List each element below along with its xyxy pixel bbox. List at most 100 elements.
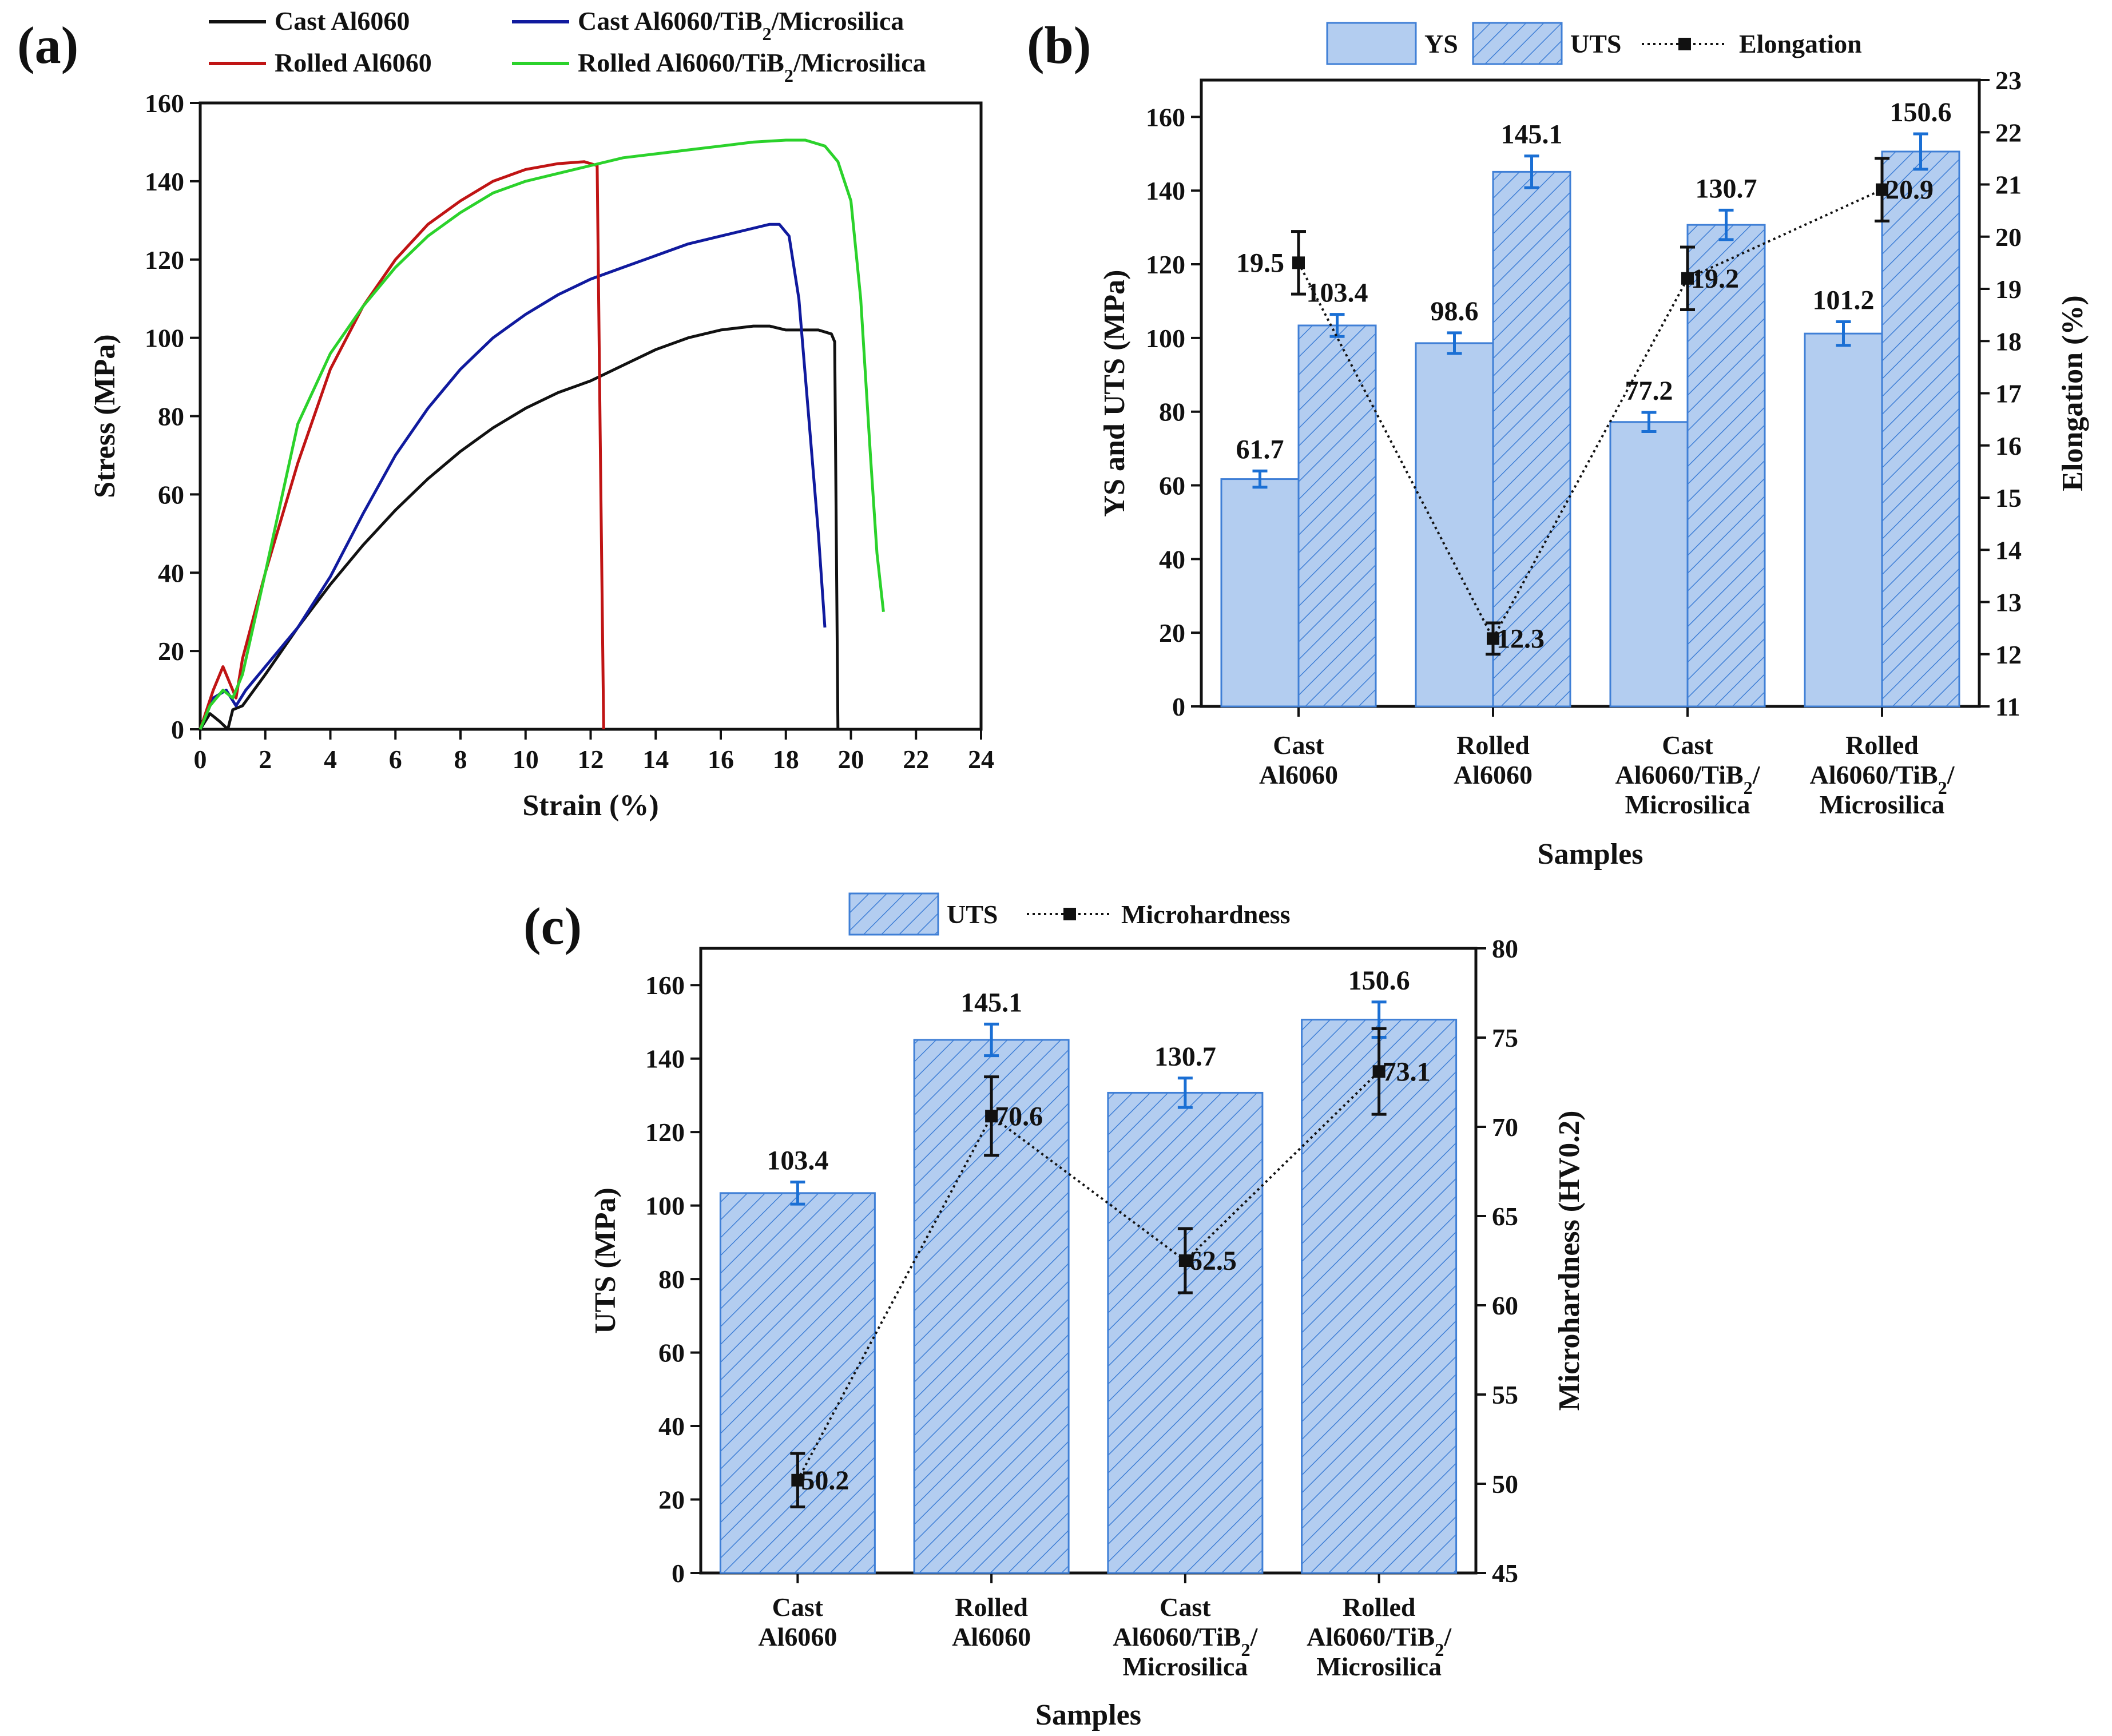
series-line (199, 223, 827, 730)
y-tick-label: 0 (171, 715, 184, 744)
y-tick-label: 60 (658, 1338, 685, 1368)
x-tick-label: 4 (324, 745, 337, 774)
y-tick-label: 80 (158, 402, 184, 431)
x-axis-title: Samples (1538, 838, 1643, 871)
y2-tick-label: 50 (1492, 1469, 1518, 1499)
elongation-point (1487, 632, 1499, 645)
y-tick-label: 40 (1159, 545, 1185, 574)
y-tick-label: 0 (1172, 692, 1185, 721)
legend-label: Cast Al6060/TiB2/Microsilica (578, 6, 904, 44)
uts-bar (1881, 150, 1960, 708)
category-label: Cast (1160, 1592, 1211, 1622)
y-tick-label: 20 (1159, 618, 1185, 647)
y-tick-label: 100 (145, 324, 184, 353)
uts-value-label: 145.1 (1501, 120, 1563, 150)
x-axis-title: Samples (1035, 1699, 1141, 1731)
y-tick-label: 20 (658, 1485, 685, 1515)
y-tick-label: 60 (1159, 471, 1185, 500)
y2-tick-label: 14 (1995, 535, 2022, 565)
uts-value-label: 103.4 (1307, 278, 1368, 308)
y2-tick-label: 75 (1492, 1023, 1518, 1052)
elongation-point (1876, 183, 1888, 196)
y-tick-label: 20 (158, 637, 184, 666)
y-tick-label: 60 (158, 480, 184, 509)
y-tick-label: 120 (145, 245, 184, 275)
microhardness-point (1372, 1065, 1385, 1078)
microhardness-point (985, 1110, 998, 1123)
y2-tick-label: 80 (1492, 934, 1518, 963)
legend-label: Microhardness (1121, 900, 1291, 929)
y-tick-label: 40 (158, 558, 184, 587)
microhardness-value-label: 62.5 (1189, 1246, 1237, 1276)
x-tick-label: 20 (838, 745, 864, 774)
uts-bar (1107, 1091, 1264, 1574)
category-label: Microsilica (1625, 790, 1750, 819)
y2-tick-label: 55 (1492, 1380, 1518, 1409)
y-tick-label: 0 (672, 1559, 685, 1588)
panel-c-label: (c) (523, 897, 582, 955)
legend-swatch-uts (848, 892, 939, 936)
panel-a-label: (a) (17, 16, 78, 74)
ys-bar (1220, 478, 1300, 708)
y2-axis-title: Elongation (%) (2057, 295, 2089, 491)
y2-tick-label: 12 (1995, 640, 2022, 669)
y2-tick-label: 60 (1492, 1291, 1518, 1320)
y2-tick-label: 45 (1492, 1559, 1518, 1588)
y-tick-label: 160 (645, 971, 685, 1000)
x-tick-label: 0 (194, 745, 207, 774)
category-label: Cast (1273, 730, 1324, 760)
y-tick-label: 40 (658, 1412, 685, 1441)
legend-label: Rolled Al6060/TiB2/Microsilica (578, 48, 926, 86)
y-tick-label: 80 (658, 1265, 685, 1294)
legend-label: UTS (947, 900, 998, 929)
legend-label: YS (1424, 29, 1458, 58)
stress-strain-chart: 0 2 4 6 8 10 12 14 16 18 20 22 240204060801001201401… (89, 6, 994, 822)
y-tick-label: 120 (645, 1118, 685, 1147)
elongation-value-label: 19.5 (1236, 248, 1284, 278)
uts-bar (719, 1192, 876, 1574)
elongation-value-label: 19.2 (1691, 264, 1739, 294)
series-line (199, 160, 605, 730)
series-line (199, 138, 885, 730)
y-tick-label: 80 (1159, 398, 1185, 427)
x-tick-label: 6 (389, 745, 402, 774)
panel-b-label: (b) (1027, 16, 1091, 74)
strength-elongation-chart: 0 20 40 60 80 100 120 140 160 11 12 13 14 15 16 17 18 19 2… (1098, 22, 2089, 871)
category-label: Rolled (955, 1592, 1028, 1622)
y2-tick-label: 22 (1995, 118, 2022, 147)
series-line (199, 324, 840, 731)
y-tick-label: 140 (1146, 176, 1185, 205)
ys-bar (1415, 342, 1494, 708)
uts-value-label: 103.4 (767, 1146, 828, 1176)
y2-tick-label: 65 (1492, 1202, 1518, 1231)
x-tick-label: 14 (642, 745, 669, 774)
y2-tick-label: 17 (1995, 379, 2022, 408)
microhardness-value-label: 50.2 (801, 1465, 849, 1496)
legend-label: Elongation (1739, 29, 1862, 58)
y-tick-label: 160 (145, 89, 184, 118)
elongation-value-label: 12.3 (1496, 623, 1545, 654)
category-label: Al6060/TiB2/ (1113, 1622, 1258, 1660)
category-label: Al6060 (1259, 760, 1338, 789)
category-label: Al6060 (952, 1622, 1031, 1651)
y2-tick-label: 13 (1995, 588, 2022, 617)
y-tick-label: 100 (1146, 324, 1185, 353)
category-label: Cast (1662, 730, 1713, 760)
category-label: Microsilica (1122, 1652, 1248, 1681)
y2-axis-title: Microhardness (HV0.2) (1553, 1111, 1586, 1411)
y2-tick-label: 23 (1995, 66, 2022, 95)
uts-value-label: 145.1 (960, 987, 1022, 1018)
x-tick-label: 10 (513, 745, 539, 774)
uts-bar (1686, 224, 1766, 708)
y-axis-title: YS and UTS (MPa) (1098, 270, 1131, 517)
x-axis-title: Strain (%) (522, 789, 658, 822)
microhardness-line (796, 1070, 1380, 1481)
microhardness-point (791, 1473, 804, 1487)
y2-tick-label: 20 (1995, 223, 2022, 252)
microhardness-value-label: 73.1 (1383, 1056, 1431, 1087)
y2-tick-label: 21 (1995, 170, 2022, 200)
y2-tick-label: 19 (1995, 275, 2022, 304)
category-label: Al6060 (1454, 760, 1533, 789)
ys-value-label: 61.7 (1236, 434, 1284, 464)
